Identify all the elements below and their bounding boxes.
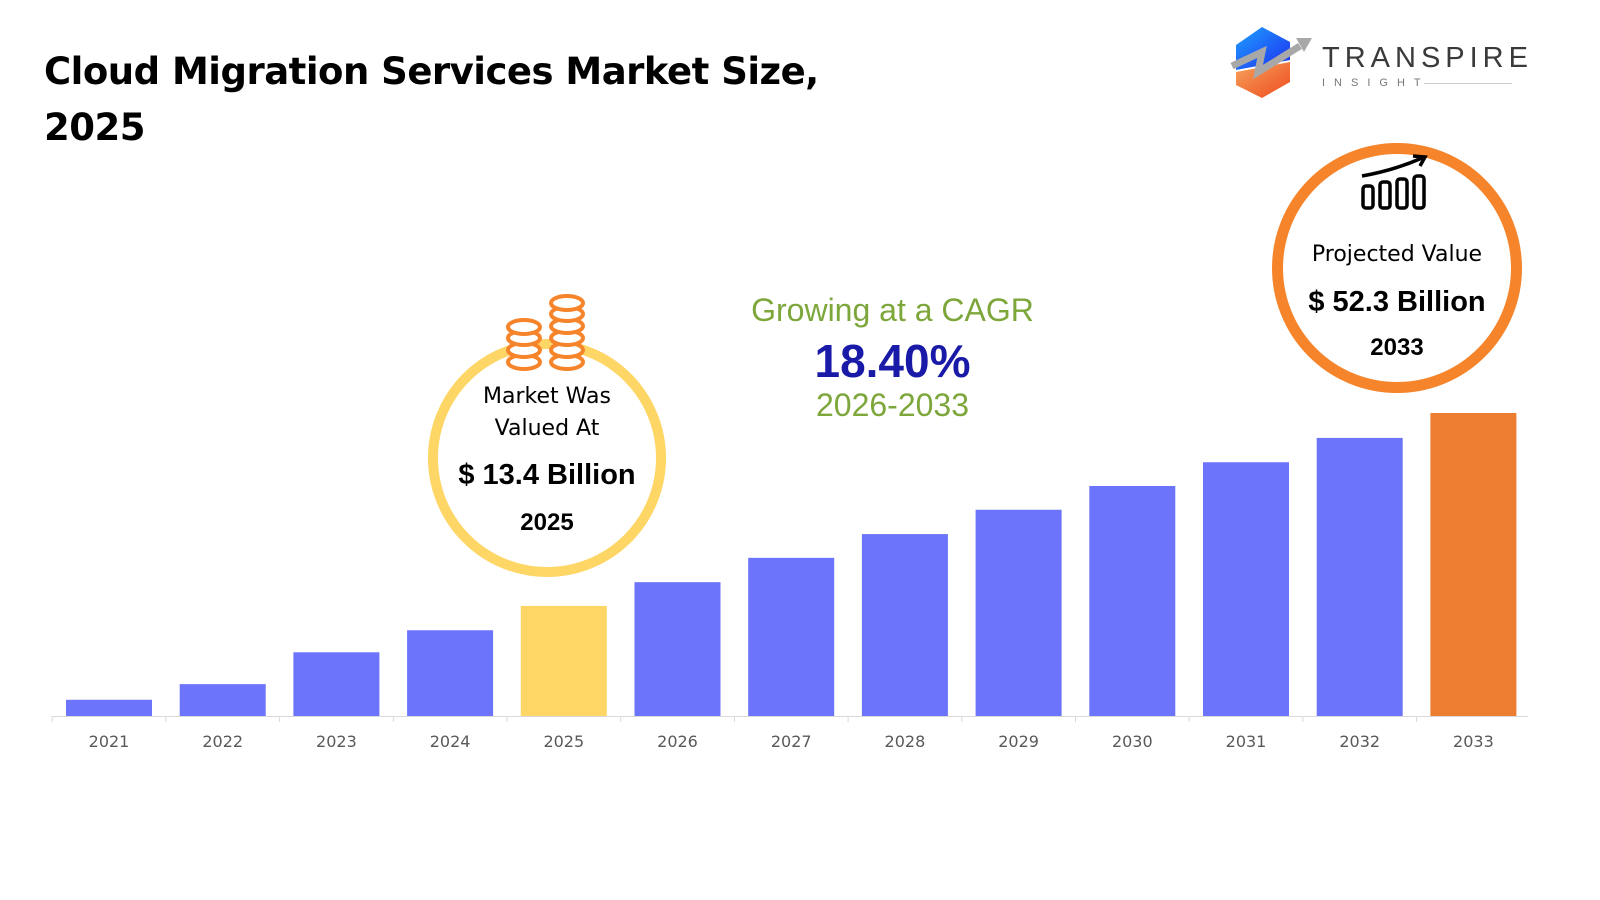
- callout-2025-line2: Valued At: [494, 416, 600, 441]
- bar-2027: [748, 557, 835, 716]
- x-tick-label: 2031: [1226, 732, 1267, 751]
- x-tick-label: 2025: [543, 732, 584, 751]
- callout-2025-line1: Market Was: [483, 384, 611, 409]
- growth-bar-chart-icon: [1361, 154, 1428, 210]
- bar-2022: [179, 684, 266, 716]
- cagr-period: 2026-2033: [815, 387, 970, 423]
- x-tick-label: 2021: [89, 732, 130, 751]
- x-tick-label: 2032: [1339, 732, 1380, 751]
- logo-name: TRANSPIRE: [1322, 42, 1533, 74]
- x-tick-label: 2027: [771, 732, 812, 751]
- cagr-value: 18.40%: [814, 335, 971, 387]
- bar-2023: [293, 652, 380, 716]
- bar-2030: [1089, 485, 1176, 716]
- callout-2033-value: $ 52.3 Billion: [1308, 286, 1486, 318]
- x-tick-label: 2028: [885, 732, 926, 751]
- x-tick-label: 2024: [430, 732, 471, 751]
- bar-2032: [1316, 437, 1403, 716]
- bar-2028: [861, 534, 948, 716]
- x-tick-label: 2029: [998, 732, 1039, 751]
- logo-mark-icon: [1230, 27, 1312, 98]
- cagr-label: Growing at a CAGR: [751, 292, 1034, 328]
- callout-2033-year: 2033: [1370, 334, 1424, 361]
- x-tick-label: 2026: [657, 732, 698, 751]
- x-tick-label: 2022: [202, 732, 243, 751]
- bar-2029: [975, 509, 1062, 716]
- bar-2024: [407, 630, 494, 716]
- bar-2031: [1203, 462, 1289, 716]
- logo-subtitle: INSIGHT: [1322, 77, 1430, 89]
- callout-2033-label: Projected Value: [1311, 242, 1483, 267]
- bar-2026: [634, 582, 721, 716]
- page-title: Cloud Migration Services Market Size, 20…: [44, 50, 819, 149]
- x-tick-label: 2033: [1453, 732, 1494, 751]
- callout-2025: Market Was Valued At $ 13.4 Billion 2025: [428, 339, 666, 577]
- coin-stacks-icon: [506, 294, 585, 371]
- logo-divider: [1424, 83, 1512, 84]
- bar-2021: [66, 699, 152, 716]
- bar-2033: [1430, 413, 1517, 716]
- callout-2025-year: 2025: [520, 509, 574, 536]
- x-tick-label: 2030: [1112, 732, 1153, 751]
- x-tick-label: 2023: [316, 732, 357, 751]
- callout-2025-value: $ 13.4 Billion: [458, 459, 636, 491]
- bar-2025: [520, 605, 607, 716]
